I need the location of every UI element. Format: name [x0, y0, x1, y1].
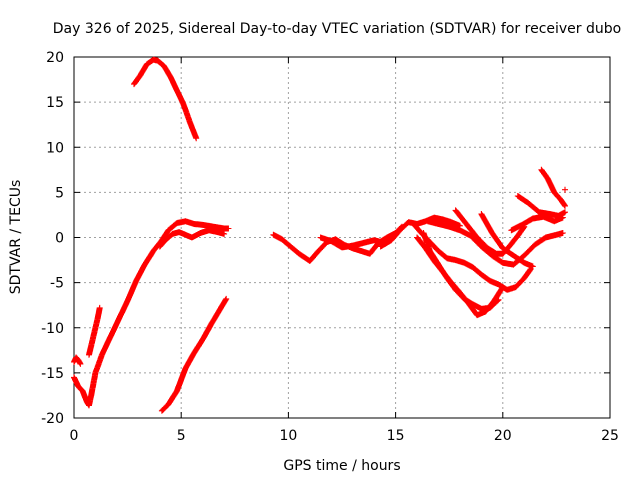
series-arc-16	[508, 213, 566, 234]
y-tick-label: -15	[41, 366, 64, 382]
series-markers	[508, 213, 566, 234]
series-arc-5	[131, 56, 200, 142]
axis-ticks	[73, 56, 611, 419]
y-tick-label: 20	[46, 50, 64, 66]
x-tick-label: 10	[279, 428, 297, 444]
series-arc-4	[156, 227, 228, 250]
series-markers	[317, 234, 388, 251]
y-tick-label: -20	[41, 411, 64, 427]
y-tick-label: -10	[41, 321, 64, 337]
series-markers	[71, 354, 84, 367]
series-markers	[562, 186, 568, 193]
series-arc-8	[317, 234, 388, 251]
y-tick-labels: -20 -15 -10 -5 0 5 10 15 20	[41, 50, 64, 427]
series-markers	[156, 227, 228, 250]
y-tick-label: 0	[55, 231, 64, 247]
series-arc-2	[71, 218, 232, 409]
x-tick-labels: 0 5 10 15 20 25	[70, 428, 619, 444]
series-markers	[538, 166, 568, 209]
series-arc-12	[414, 234, 506, 319]
x-tick-label: 0	[70, 428, 79, 444]
y-tick-label: 15	[46, 95, 64, 111]
y-tick-label: 5	[55, 185, 64, 201]
series-arc-6	[158, 295, 230, 414]
y-tick-label: 10	[46, 140, 64, 156]
series-arc-19	[562, 186, 568, 193]
grid-lines	[74, 57, 610, 418]
series-arc-3	[86, 304, 103, 358]
series-arc-17	[514, 193, 568, 219]
series-arc-1	[71, 354, 84, 367]
x-tick-label: 20	[494, 428, 512, 444]
series-markers	[514, 193, 568, 219]
series-markers	[414, 234, 506, 319]
data-series	[71, 56, 568, 414]
y-axis-label: SDTVAR / TECUs	[8, 180, 24, 295]
series-markers	[158, 295, 230, 414]
series-arc-18	[538, 166, 568, 209]
y-tick-label: -5	[50, 276, 64, 292]
series-markers	[86, 304, 103, 358]
x-tick-label: 25	[601, 428, 619, 444]
x-axis-label: GPS time / hours	[283, 458, 400, 474]
series-arc-15	[478, 211, 536, 270]
x-tick-label: 15	[387, 428, 405, 444]
chart-title: Day 326 of 2025, Sidereal Day-to-day VTE…	[53, 21, 621, 37]
series-markers	[478, 211, 536, 270]
x-tick-label: 5	[177, 428, 186, 444]
series-markers	[131, 56, 200, 142]
series-markers	[71, 218, 232, 409]
